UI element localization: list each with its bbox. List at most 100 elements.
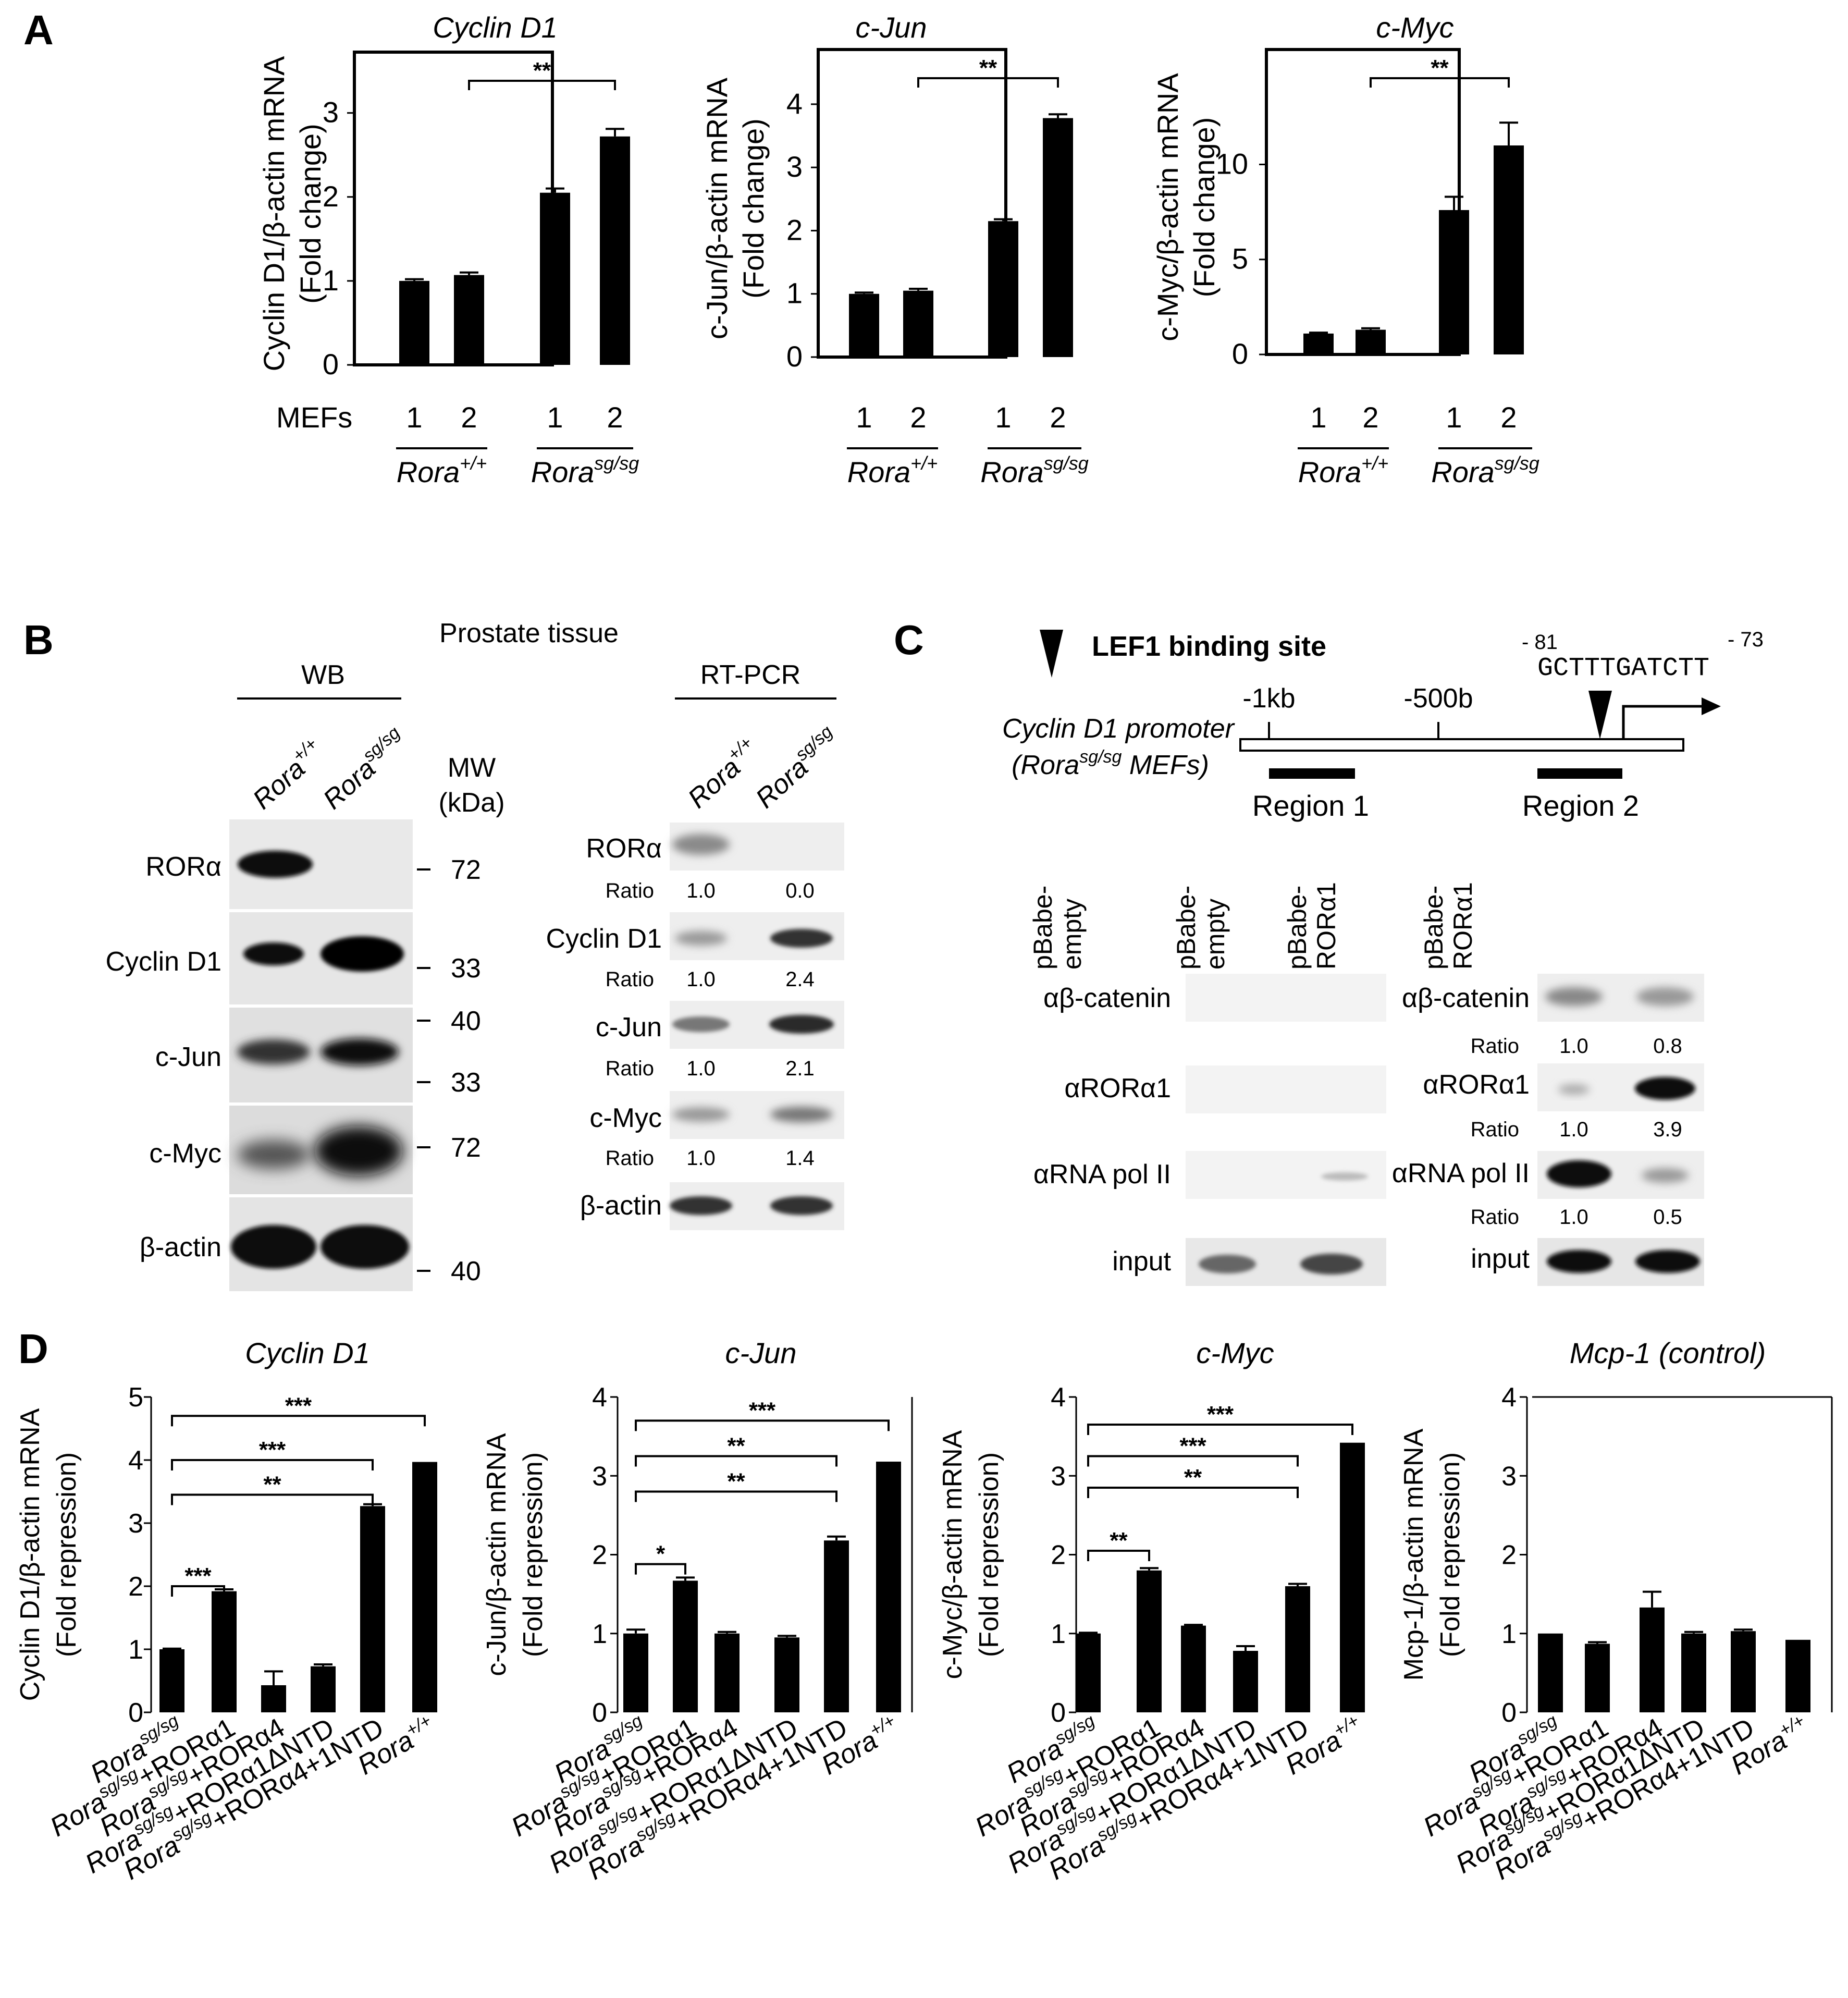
y-axis-label: Cyclin D1/β-actin mRNA (15, 1408, 45, 1701)
bar (399, 280, 429, 365)
bar (876, 1462, 901, 1712)
chart-title: Cyclin D1 (433, 11, 558, 44)
chip-ratio-value: 1.0 (1559, 1206, 1588, 1229)
wb-row-label: c-Jun (155, 1042, 221, 1072)
chip-r2-row-label: input (1471, 1244, 1530, 1274)
wb-lane-wt: Rora+/+ (245, 734, 330, 815)
mw-header-2: (kDa) (438, 788, 504, 818)
rt-lane-wt: Rora+/+ (680, 733, 765, 814)
y-tick-label: 2 (1051, 1540, 1066, 1571)
significance-stars: * (656, 1541, 666, 1567)
wb-row-label: β-actin (140, 1232, 221, 1262)
x-tick-label: 1 (547, 401, 563, 434)
chip-ratio-value: 0.8 (1653, 1035, 1682, 1058)
chip-ratio-value: 3.9 (1653, 1118, 1682, 1141)
significance-stars: ** (533, 58, 551, 83)
significance-bracket (1087, 1549, 1150, 1561)
chip-ratio-label: Ratio (1471, 1118, 1519, 1141)
y-tick-label: 3 (323, 96, 339, 129)
chart-d-c-myc: c-Myc 0 1 2 3 4 c-Myc/β-actin mRNA (Fold repres… (938, 1337, 1365, 1886)
bar (1585, 1644, 1610, 1712)
significance-bracket (917, 77, 1059, 88)
bar (600, 136, 630, 365)
significance-stars: *** (749, 1398, 776, 1423)
chip-lane-label: pBabe-RORα1 (1283, 882, 1341, 970)
bar (1494, 145, 1524, 354)
chart-title: Mcp-1 (control) (1570, 1337, 1766, 1369)
significance-stars: ** (979, 55, 997, 81)
bar (774, 1637, 799, 1712)
plot-frame (353, 51, 554, 366)
rt-ratio-value: 1.0 (686, 879, 716, 902)
wb-band-actin-sg (321, 1225, 409, 1269)
mw-mark: 33 (451, 953, 481, 984)
group-label: Rorasg/sg (980, 452, 1088, 488)
chip-lane-label: pBabe-RORα1 (1419, 882, 1477, 970)
chart-d-c-jun: c-Jun 0 1 2 3 4 c-Jun/β-actin mRNA (Fold repres… (482, 1337, 913, 1886)
wb-header: WB (301, 660, 345, 690)
chip-lane-label: pBabe-empty (1028, 886, 1087, 970)
chip-r1-band-input-b (1300, 1254, 1363, 1274)
y-tick-label: 4 (1501, 1382, 1517, 1413)
wb-row-label: RORα (145, 852, 221, 882)
bar (311, 1666, 336, 1712)
y-tick-label: 2 (1501, 1540, 1517, 1571)
rt-ratio-value: 1.4 (785, 1147, 815, 1170)
significance-bracket (171, 1493, 374, 1505)
wb-band-actin-wt (231, 1225, 316, 1269)
wb-band-cyclin-sg (321, 936, 404, 972)
rt-band-rora-wt (672, 834, 730, 855)
chart-d-cyclin-d1: Cyclin D1 0 1 2 3 4 5 Cyclin D1/β-actin mRNA (Fo… (15, 1337, 437, 1886)
bar (849, 293, 879, 357)
y-tick-label: 3 (1051, 1461, 1066, 1491)
region-label: Region 2 (1522, 789, 1639, 822)
chart-a-cyclin-d1: Cyclin D1 0 1 2 3 Cyclin D1/β-actin mRNA (Fold… (257, 11, 639, 488)
chip-r1-strip-catenin (1186, 974, 1386, 1022)
bar (1640, 1607, 1665, 1712)
rt-row-label: c-Jun (596, 1012, 662, 1043)
y-tick-label: 2 (128, 1572, 143, 1602)
significance-bracket (171, 1415, 426, 1427)
bar (1303, 333, 1334, 354)
y-tick-label: 3 (592, 1461, 607, 1491)
y-tick-label: 0 (128, 1698, 143, 1728)
wb-band-jun-wt (237, 1039, 310, 1064)
significance-stars: *** (1179, 1433, 1206, 1458)
x-tick-label: 1 (1310, 401, 1326, 434)
significance-stars: *** (259, 1437, 286, 1463)
chart-a-c-jun: c-Jun 0 1 2 3 4 c-Jun/β-actin mRNA (Fold change… (700, 11, 1089, 488)
chip-r2-band-catenin-a (1545, 987, 1603, 1006)
x-tick-label: 2 (910, 401, 926, 434)
significance-bracket (1087, 1423, 1353, 1435)
rt-ratio-label: Ratio (606, 1057, 654, 1080)
significance-bracket (635, 1419, 890, 1431)
y-axis-label: c-Jun/β-actin mRNA (482, 1433, 512, 1676)
y-tick-label: 1 (323, 264, 339, 297)
bar (1356, 329, 1386, 354)
bar (1137, 1570, 1162, 1712)
chip-r2-row-label: αRNA pol II (1392, 1158, 1530, 1188)
bar (454, 275, 484, 365)
group-label: Rorasg/sg (1431, 452, 1539, 488)
chip-r1-row-label: αβ-catenin (1043, 983, 1171, 1013)
significance-stars: ** (1184, 1465, 1202, 1490)
rt-row-label: Cyclin D1 (546, 924, 662, 954)
rt-band-actin-sg (770, 1196, 833, 1215)
y-tick-label: 4 (786, 87, 803, 120)
mw-mark: 33 (451, 1068, 481, 1098)
chip-r2-band-polii-a (1547, 1160, 1611, 1187)
wb-band-jun-sg (321, 1038, 399, 1065)
rt-ratio-value: 1.0 (686, 968, 716, 991)
y-tick-label: 1 (592, 1619, 607, 1649)
significance-stars: ** (727, 1469, 745, 1494)
lef1-legend: LEF1 binding site (1092, 631, 1326, 662)
promoter-cell-label: (Rorasg/sg MEFs) (1012, 747, 1209, 780)
row-label: MEFs (276, 401, 352, 434)
rt-row-label: RORα (586, 833, 662, 864)
chip-r1-row-label: αRNA pol II (1033, 1159, 1171, 1190)
significance-stars: ** (1431, 55, 1449, 81)
promoter-label: Cyclin D1 promoter (1002, 714, 1236, 744)
x-tick-label: 2 (1500, 401, 1517, 434)
rt-lane-sg: Rorasg/sg (748, 721, 845, 814)
